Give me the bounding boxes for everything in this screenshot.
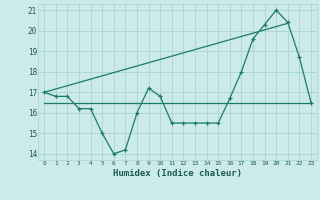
X-axis label: Humidex (Indice chaleur): Humidex (Indice chaleur) [113,169,242,178]
